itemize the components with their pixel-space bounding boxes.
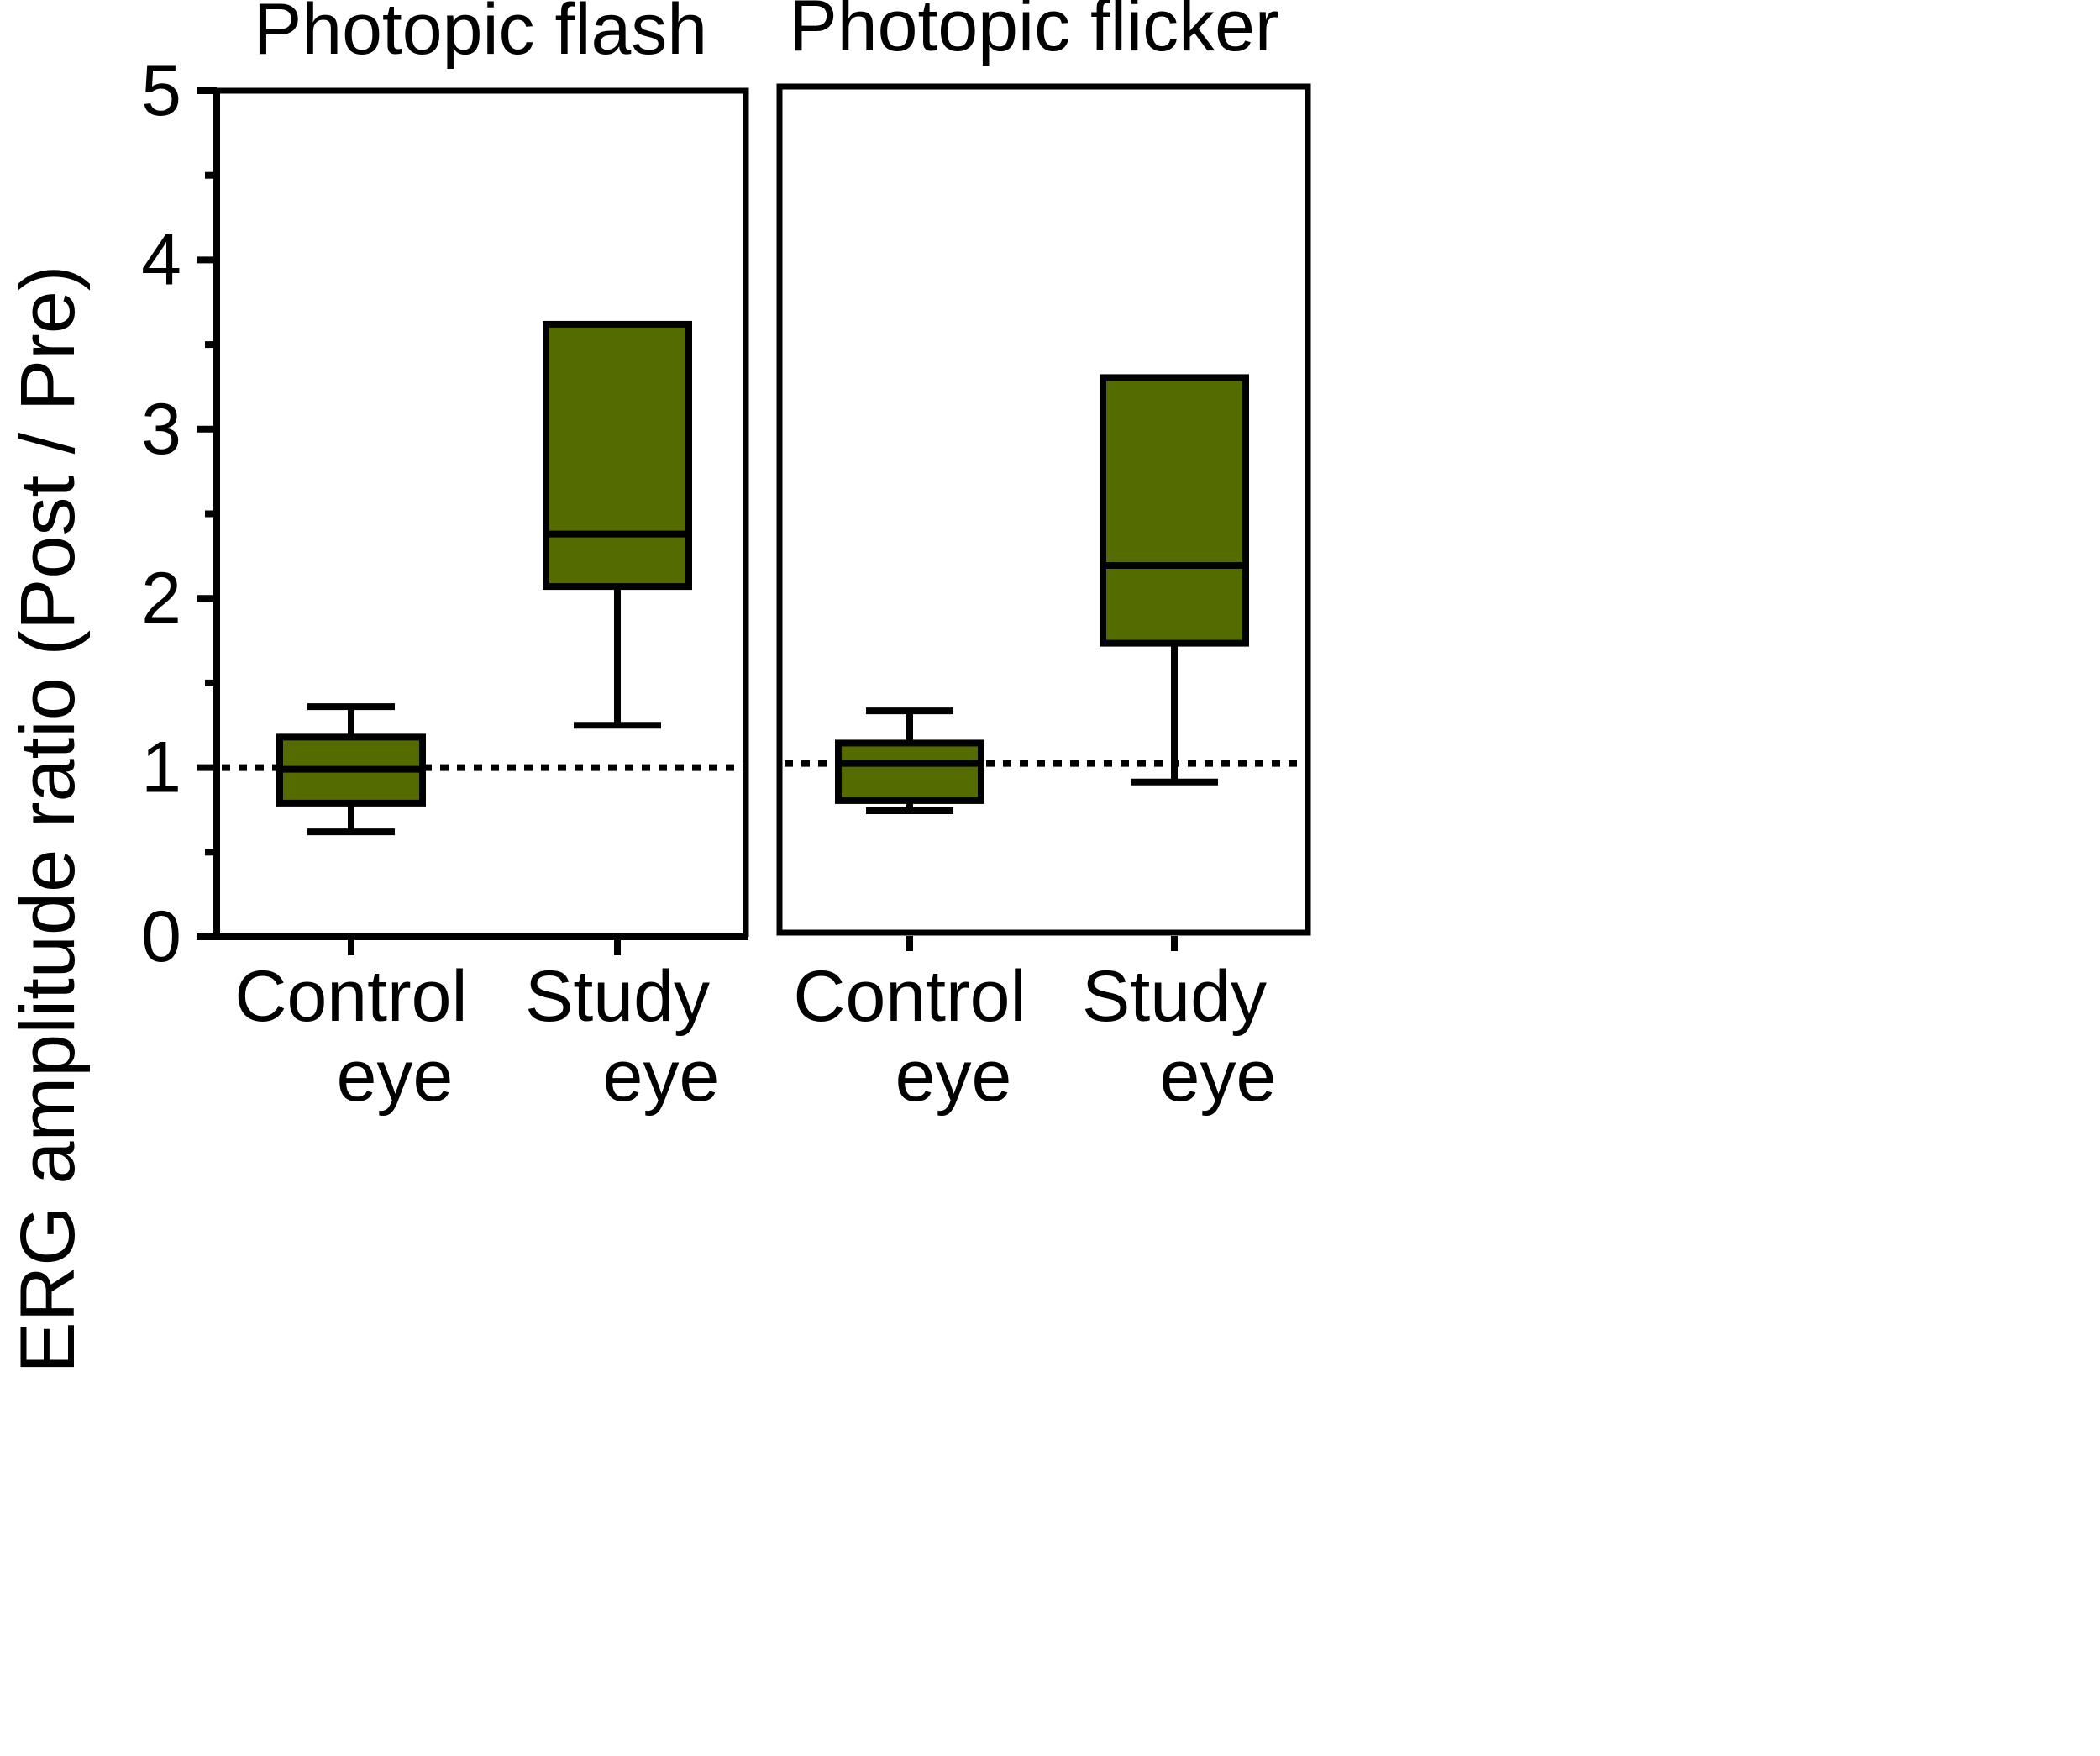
panel-1-frame: [217, 87, 749, 937]
y-tick-label-4: 4: [141, 219, 181, 300]
y-tick-label-3: 3: [141, 389, 181, 470]
panel-1-box-2-label-line1: Study: [525, 956, 710, 1037]
y-tick-label-1: 1: [141, 728, 181, 808]
panel-2-box-2-iqr-box: [1100, 374, 1249, 647]
panel-2-title: Photopic flicker: [789, 0, 1278, 66]
y-axis-label: ERG amplitude ratio (Post / Pre): [5, 265, 91, 1373]
y-tick-label-2: 2: [141, 558, 181, 639]
panel-2-box-1-label-line2: eye: [895, 1036, 1012, 1117]
panel-2-box-2-label-line1: Study: [1082, 956, 1267, 1037]
panel-1-box-2-iqr-box: [543, 320, 692, 591]
y-tick-label-0: 0: [141, 896, 181, 977]
panel-2-frame: [776, 83, 1311, 936]
panel-1-box-1-label-line1: Control: [234, 956, 467, 1037]
panel-2-box-1-iqr-box: [835, 739, 984, 804]
panel-1-box-1-label-line2: eye: [337, 1036, 454, 1117]
panel-2-box-2-label-line2: eye: [1160, 1036, 1277, 1117]
panel-1-box-2-label-line2: eye: [603, 1036, 720, 1117]
y-tick-label-5: 5: [141, 50, 181, 131]
panel-2-box-1-label-line1: Control: [793, 956, 1026, 1037]
panel-1-title: Photopic flash: [254, 0, 707, 70]
